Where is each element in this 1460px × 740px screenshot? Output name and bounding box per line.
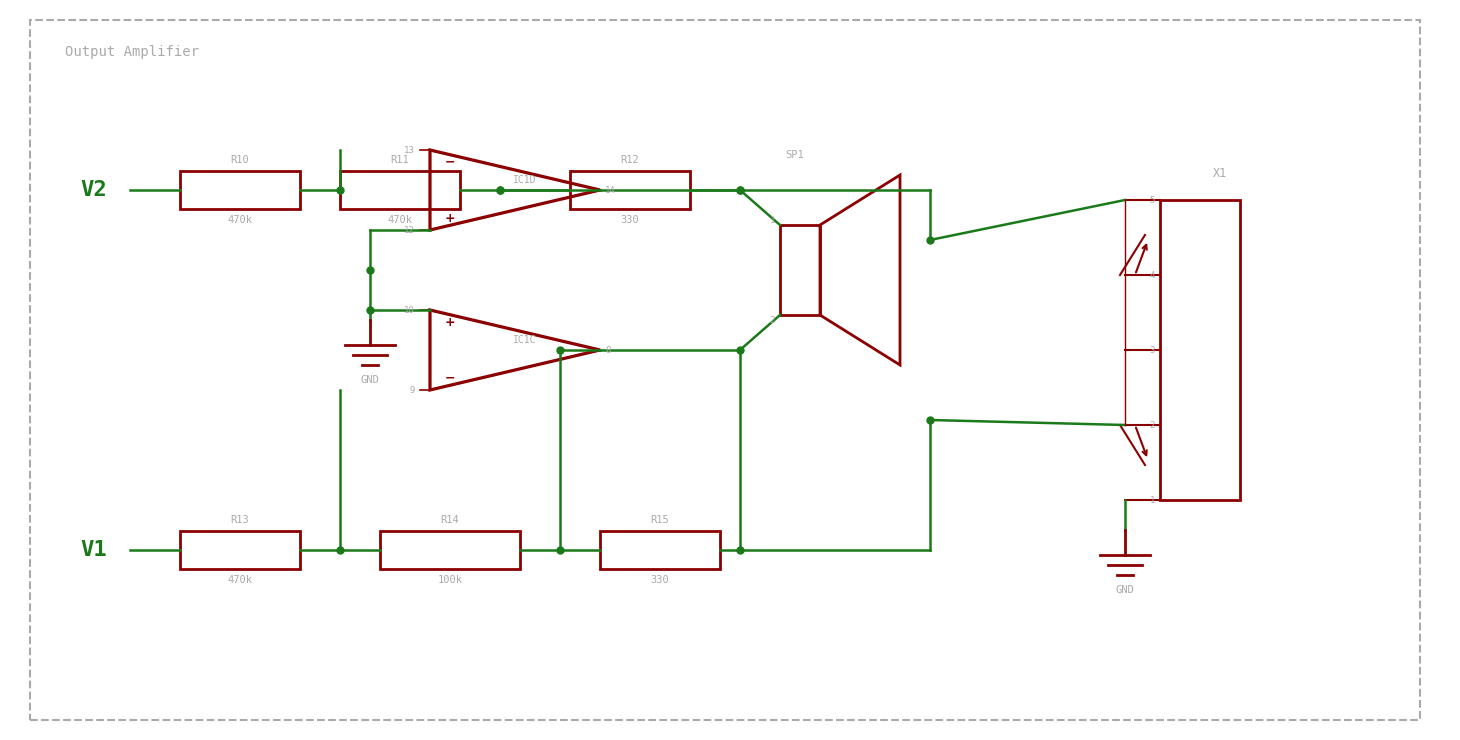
Text: 4: 4 bbox=[1149, 271, 1155, 280]
Text: IC1D: IC1D bbox=[514, 175, 537, 185]
Text: 13: 13 bbox=[404, 146, 415, 155]
Text: Output Amplifier: Output Amplifier bbox=[66, 45, 199, 59]
Text: R11: R11 bbox=[391, 155, 409, 165]
Text: V1: V1 bbox=[80, 540, 107, 560]
Bar bbox=[780, 225, 821, 315]
Bar bbox=[180, 171, 299, 209]
Text: −: − bbox=[445, 371, 456, 385]
Text: 100k: 100k bbox=[438, 575, 463, 585]
Text: 330: 330 bbox=[651, 575, 669, 585]
Text: SP1: SP1 bbox=[785, 150, 804, 160]
Bar bbox=[180, 531, 299, 569]
Text: 5: 5 bbox=[1149, 195, 1155, 204]
Text: R10: R10 bbox=[231, 155, 250, 165]
Text: +: + bbox=[445, 212, 456, 224]
Text: 1: 1 bbox=[769, 215, 775, 224]
Text: 14: 14 bbox=[604, 186, 616, 195]
Text: 470k: 470k bbox=[228, 215, 253, 225]
Bar bbox=[380, 531, 520, 569]
Text: 3: 3 bbox=[1149, 346, 1155, 354]
Text: 1: 1 bbox=[1149, 496, 1155, 505]
Text: 470k: 470k bbox=[228, 575, 253, 585]
Text: 2: 2 bbox=[769, 315, 775, 325]
Text: 470k: 470k bbox=[387, 215, 413, 225]
Text: 10: 10 bbox=[404, 306, 415, 314]
Text: +: + bbox=[445, 315, 456, 329]
Bar bbox=[340, 171, 460, 209]
Bar bbox=[600, 531, 720, 569]
Text: 2: 2 bbox=[1149, 420, 1155, 429]
Text: 12: 12 bbox=[404, 226, 415, 235]
Text: 8: 8 bbox=[604, 346, 610, 354]
Text: R14: R14 bbox=[441, 515, 460, 525]
Text: R13: R13 bbox=[231, 515, 250, 525]
Text: V2: V2 bbox=[80, 180, 107, 200]
Text: GND: GND bbox=[1115, 585, 1134, 595]
Text: −: − bbox=[445, 155, 456, 169]
Text: IC1C: IC1C bbox=[514, 335, 537, 345]
Text: R12: R12 bbox=[620, 155, 639, 165]
Text: 9: 9 bbox=[410, 386, 415, 394]
Bar bbox=[569, 171, 691, 209]
Bar bbox=[1161, 200, 1240, 500]
Text: GND: GND bbox=[361, 375, 380, 385]
Text: X1: X1 bbox=[1213, 167, 1226, 180]
Text: R15: R15 bbox=[651, 515, 669, 525]
Text: 330: 330 bbox=[620, 215, 639, 225]
